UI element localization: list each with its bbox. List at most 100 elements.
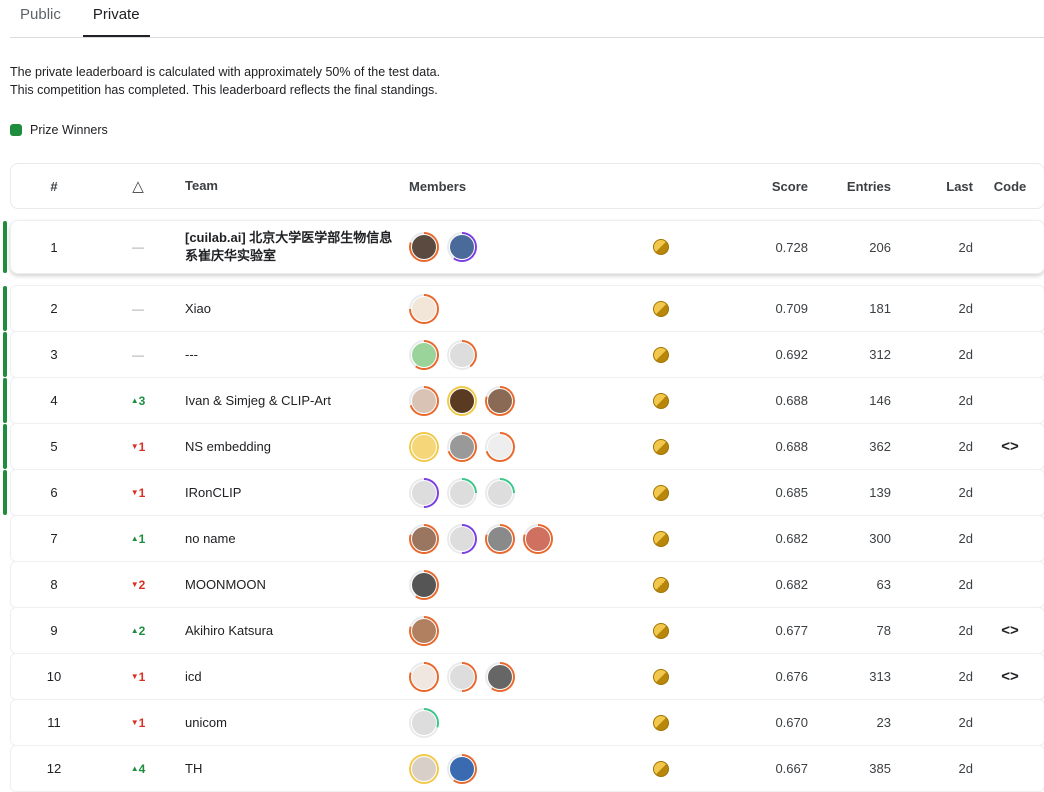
team-name[interactable]: IRonCLIP [185,484,242,500]
member-avatar[interactable] [409,293,439,324]
table-row[interactable]: 10 ▼ 1 icd 0.676 313 2d <> [10,653,1044,700]
team-name[interactable]: no name [185,530,236,546]
code-icon[interactable] [986,286,1034,331]
header-delta[interactable]: △ [132,178,144,195]
table-row[interactable]: 12 ▲ 4 TH 0.667 385 2d [10,745,1044,792]
member-avatar[interactable] [485,661,515,692]
rank-change: ▼ 1 [111,654,165,699]
prize-winner-marker [3,332,7,377]
rank: 3 [50,347,58,362]
code-icon[interactable] [986,516,1034,561]
table-row[interactable]: 8 ▼ 2 MOONMOON 0.682 63 2d [10,561,1044,608]
header-last[interactable]: Last [946,178,973,194]
member-avatar[interactable] [409,753,439,784]
table-row[interactable]: 5 ▼ 1 NS embedding 0.688 362 2d <> [3,423,1044,470]
team-name[interactable]: icd [185,668,202,684]
team-name[interactable]: Ivan & Simjeg & CLIP-Art [185,392,331,408]
rank-change: ▼ 1 [111,700,165,745]
team-name[interactable]: MOONMOON [185,576,266,592]
team-name[interactable]: Xiao [185,300,212,316]
member-avatar[interactable] [409,232,439,262]
table-row[interactable]: 2 — Xiao 0.709 181 2d [3,285,1044,332]
code-icon[interactable] [986,221,1034,273]
code-icon[interactable]: <> [1001,438,1019,455]
members [409,332,477,377]
avatar-image [411,234,437,260]
arrow-up-icon: ▲ [130,396,139,405]
medal-icon [653,700,669,745]
legend: Prize Winners [10,123,108,137]
header-team[interactable]: Team [185,178,218,193]
member-avatar[interactable] [485,431,515,462]
member-avatar[interactable] [409,477,439,508]
member-avatar[interactable] [409,431,439,462]
member-avatar[interactable] [409,707,439,738]
team-name[interactable]: unicom [185,714,227,730]
member-avatar[interactable] [409,615,439,646]
member-avatar[interactable] [447,753,477,784]
member-avatar[interactable] [447,339,477,370]
member-avatar[interactable] [409,339,439,370]
description-line: The private leaderboard is calculated wi… [10,65,441,79]
code-icon[interactable] [986,562,1034,607]
entries: 139 [869,485,891,500]
code-icon[interactable]: <> [1001,622,1019,639]
table-row[interactable]: 11 ▼ 1 unicom 0.670 23 2d [10,699,1044,746]
member-avatar[interactable] [485,385,515,416]
code-icon[interactable] [986,700,1034,745]
tab-public[interactable]: Public [20,6,61,23]
team-name[interactable]: NS embedding [185,438,271,454]
member-avatar[interactable] [447,523,477,554]
header-rank[interactable]: # [50,178,58,194]
member-avatar[interactable] [409,569,439,600]
member-avatar[interactable] [447,232,477,262]
last-submission: 2d [958,239,973,255]
code-icon[interactable] [986,470,1034,515]
rank-change-value: 3 [138,393,146,408]
table-row[interactable]: 9 ▲ 2 Akihiro Katsura 0.677 78 2d <> [10,607,1044,654]
table-row[interactable]: 7 ▲ 1 no name 0.682 300 2d [10,515,1044,562]
rank: 10 [46,669,62,684]
table-row[interactable]: 4 ▲ 3 Ivan & Simjeg & CLIP-Art 0.688 146… [3,377,1044,424]
member-avatar[interactable] [485,477,515,508]
header-entries[interactable]: Entries [846,178,891,194]
member-avatar[interactable] [447,431,477,462]
leaderboard-tabs: Public Private [10,0,1044,38]
arrow-down-icon: ▼ [130,442,139,451]
member-avatar[interactable] [485,523,515,554]
code-icon[interactable] [986,332,1034,377]
member-avatar[interactable] [523,523,553,554]
member-avatar[interactable] [447,477,477,508]
rank-change: ▼ 1 [111,470,165,515]
team-name[interactable]: Akihiro Katsura [185,622,274,638]
table-row[interactable]: 1 — [cuilab.ai] 北京大学医学部生物信息系崔庆华实验室 0.728… [3,220,1044,274]
last-submission: 2d [958,301,973,316]
code-icon[interactable]: <> [1001,668,1019,685]
table-row[interactable]: 3 — --- 0.692 312 2d [3,331,1044,378]
code-icon[interactable] [986,378,1034,423]
gold-medal-icon [653,346,669,363]
prize-winner-marker [3,424,7,469]
member-avatar[interactable] [409,661,439,692]
rank-change-value: 2 [138,623,146,638]
team-name[interactable]: [cuilab.ai] 北京大学医学部生物信息系崔庆华实验室 [185,230,393,263]
team-name[interactable]: --- [185,346,198,362]
medal-icon [653,332,669,377]
score: 0.676 [775,669,808,684]
header-score[interactable]: Score [771,178,808,194]
rank-change: ▲ 2 [111,608,165,653]
team-name[interactable]: TH [185,760,203,776]
member-avatar[interactable] [409,523,439,554]
avatar-image [449,479,475,506]
member-avatar[interactable] [447,385,477,416]
medal-icon [653,424,669,469]
member-avatar[interactable] [409,385,439,416]
code-icon[interactable] [986,746,1034,791]
score: 0.692 [775,347,808,362]
rank: 6 [50,485,58,500]
tab-private[interactable]: Private [82,0,150,37]
last-submission: 2d [958,485,973,500]
table-row[interactable]: 6 ▼ 1 IRonCLIP 0.685 139 2d [3,469,1044,516]
avatar-image [411,479,437,506]
member-avatar[interactable] [447,661,477,692]
